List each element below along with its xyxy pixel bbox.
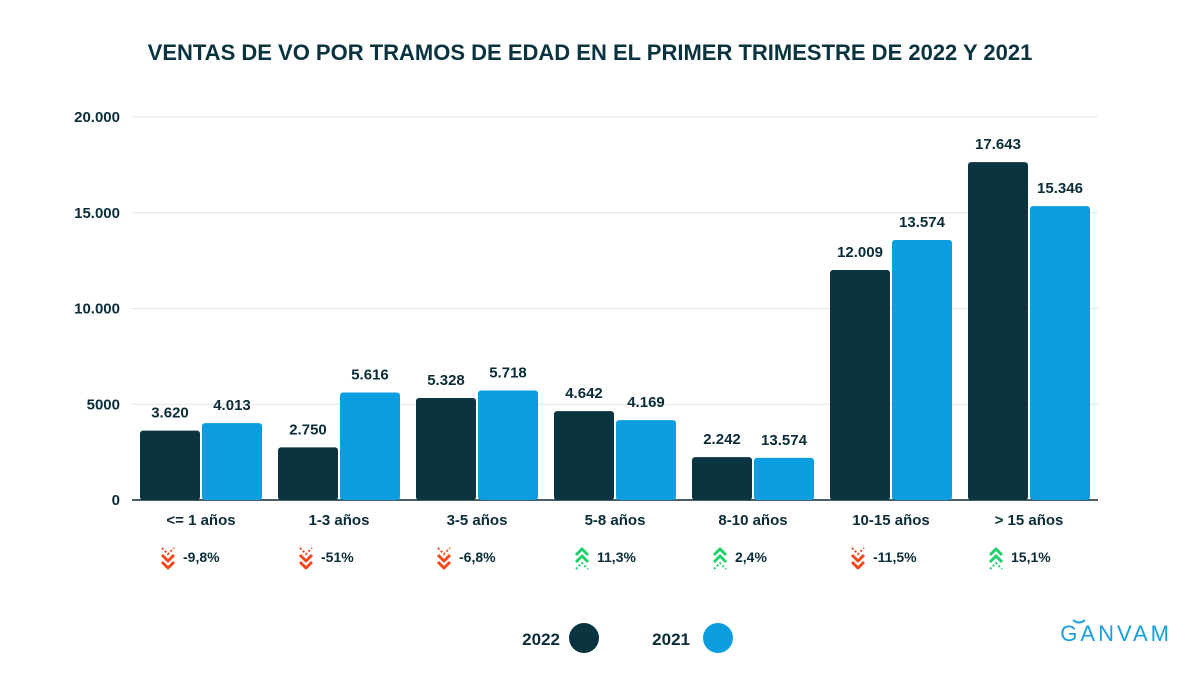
- data-label-2022: 12.009: [837, 244, 883, 261]
- change-label: -11,5%: [873, 549, 917, 565]
- data-label-2022: 2.242: [703, 431, 741, 448]
- bar-2021: [1030, 206, 1090, 501]
- y-axis: 0 5000 10.000 15.000 20.000: [74, 109, 120, 509]
- x-tick-label: 10-15 años: [852, 512, 930, 529]
- bar-2022: [692, 457, 752, 500]
- bar-2021: [892, 240, 952, 500]
- chevron-up-icon: [988, 547, 1004, 557]
- bar-2022: [278, 447, 338, 500]
- change-label: 15,1%: [1011, 549, 1051, 565]
- y-tick-label: 15.000: [74, 205, 120, 222]
- brand-mark-icon: [1072, 619, 1086, 624]
- data-label-2021: 13.574: [761, 432, 808, 449]
- data-label-2021: 4.169: [627, 394, 665, 411]
- y-tick-label: 5000: [87, 396, 120, 413]
- chevron-down-icon: [437, 547, 451, 556]
- chevron-down-icon: [436, 560, 452, 570]
- data-label-2021: 5.616: [351, 366, 389, 383]
- grid-lines: [132, 116, 1098, 501]
- x-tick-label: 8-10 años: [718, 512, 787, 529]
- y-tick-label: 0: [112, 492, 120, 509]
- x-axis: <= 1 años 1-3 años 3-5 años 5-8 años 8-10 añ…: [166, 512, 1063, 529]
- chevron-down-icon: [160, 553, 176, 563]
- legend-swatch-2021: [703, 623, 733, 653]
- chevron-down-icon: [299, 547, 313, 556]
- chevron-down-icon: [298, 560, 314, 570]
- y-tick-label: 10.000: [74, 301, 120, 318]
- bar-2022: [968, 162, 1028, 501]
- chevron-down-icon: [850, 553, 866, 563]
- bar-2021: [616, 420, 676, 500]
- chevron-down-icon: [161, 547, 175, 556]
- change-indicators: -9,8% -51% -6,8% 11,3% 2,4% -11,5% 15,1%: [160, 547, 1051, 570]
- trend-up-icon: [712, 547, 728, 570]
- chevron-up-icon: [989, 561, 1003, 570]
- bar-2022: [140, 430, 200, 500]
- x-tick-label: 3-5 años: [447, 512, 508, 529]
- chevron-up-icon: [988, 554, 1004, 564]
- trend-down-icon: [160, 547, 176, 570]
- chart-title: VENTAS DE VO POR TRAMOS DE EDAD EN EL PR…: [148, 40, 1033, 65]
- data-label-2021: 4.013: [213, 397, 251, 414]
- bar-2022: [830, 270, 890, 500]
- data-label-2021: 15.346: [1037, 180, 1083, 197]
- data-label-2022: 4.642: [565, 385, 603, 402]
- chevron-up-icon: [713, 561, 727, 570]
- trend-down-icon: [850, 547, 866, 570]
- change-label: -6,8%: [459, 549, 496, 565]
- legend-swatch-2022: [569, 623, 599, 653]
- data-label-2022: 2.750: [289, 421, 327, 438]
- chevron-down-icon: [436, 553, 452, 563]
- change-label: -51%: [321, 549, 354, 565]
- legend: 2022 2021: [522, 623, 733, 653]
- chevron-down-icon: [160, 560, 176, 570]
- chevron-up-icon: [712, 554, 728, 564]
- chevron-up-icon: [575, 561, 589, 570]
- bar-2021: [202, 423, 262, 500]
- x-tick-label: > 15 años: [995, 512, 1064, 529]
- chevron-up-icon: [712, 547, 728, 557]
- legend-label-2021: 2021: [652, 630, 690, 649]
- x-tick-label: <= 1 años: [166, 512, 235, 529]
- chevron-up-icon: [574, 554, 590, 564]
- trend-up-icon: [988, 547, 1004, 570]
- bar-2022: [416, 397, 476, 500]
- chevron-up-icon: [574, 547, 590, 557]
- change-label: 2,4%: [735, 549, 767, 565]
- chevron-down-icon: [298, 553, 314, 563]
- trend-down-icon: [436, 547, 452, 570]
- bar-2022: [554, 411, 614, 500]
- change-label: -9,8%: [183, 549, 220, 565]
- bars: 3.620 4.013 2.750 5.616 5.328 5.718 4.642 4.169…: [140, 136, 1090, 501]
- bar-2021: [478, 390, 538, 500]
- trend-up-icon: [574, 547, 590, 570]
- bar-2021: [340, 392, 400, 500]
- data-label-2021: 5.718: [489, 365, 527, 382]
- chevron-down-icon: [850, 560, 866, 570]
- trend-down-icon: [298, 547, 314, 570]
- bar-2021: [754, 457, 814, 500]
- brand-logo: GANVAM: [1060, 619, 1172, 646]
- data-label-2022: 17.643: [975, 136, 1021, 153]
- data-label-2021: 13.574: [899, 214, 946, 231]
- x-tick-label: 5-8 años: [585, 512, 646, 529]
- x-tick-label: 1-3 años: [309, 512, 370, 529]
- data-label-2022: 5.328: [427, 372, 465, 389]
- legend-label-2022: 2022: [522, 630, 560, 649]
- chevron-down-icon: [851, 547, 865, 556]
- data-label-2022: 3.620: [151, 405, 189, 422]
- change-label: 11,3%: [597, 549, 636, 565]
- brand-name: GANVAM: [1060, 621, 1172, 646]
- y-tick-label: 20.000: [74, 109, 120, 126]
